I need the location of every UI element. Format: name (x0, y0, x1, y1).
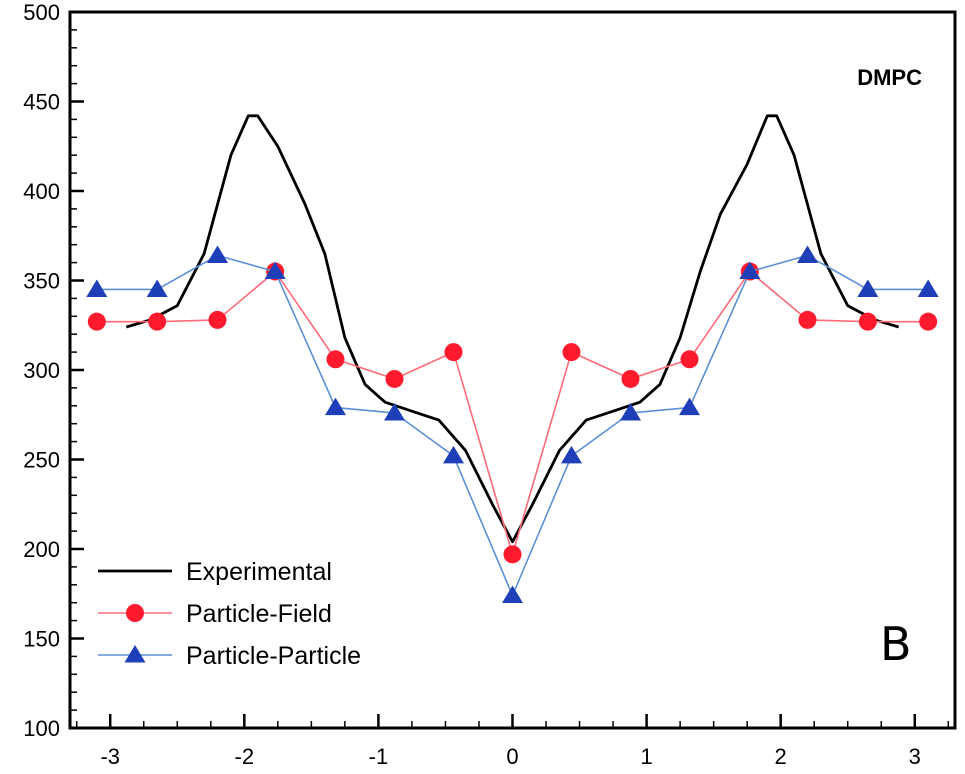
data-point-triangle (739, 261, 761, 280)
data-point-triangle (620, 402, 641, 421)
x-tick-label: 3 (909, 744, 921, 769)
x-tick-label: 0 (506, 744, 518, 769)
data-point-triangle (857, 279, 879, 297)
data-point-triangle (146, 279, 168, 297)
y-tick-label: 400 (23, 179, 60, 204)
y-tick-label: 500 (23, 0, 60, 25)
data-point-triangle (207, 245, 228, 263)
data-point-circle (919, 312, 938, 331)
y-tick-label: 100 (23, 716, 60, 741)
series-particle-particle (86, 245, 939, 604)
data-point-triangle (561, 445, 582, 464)
data-point-circle (148, 312, 167, 331)
series-line (96, 254, 929, 597)
data-point-circle (208, 310, 227, 329)
legend-entry: Particle-Particle (98, 642, 361, 670)
legend-label: Particle-Field (186, 600, 332, 628)
panel-letter: B (880, 617, 912, 671)
data-point-triangle (797, 245, 818, 263)
y-tick-label: 300 (23, 358, 60, 383)
legend-swatch-marker (124, 645, 146, 663)
legend: Experimental Particle-Field Particle-Parti… (98, 558, 361, 670)
series-experimental (125, 114, 900, 544)
plot-area (86, 114, 939, 604)
legend-entry: Experimental (98, 558, 332, 586)
x-tick-label: -3 (100, 744, 120, 769)
data-point-circle (326, 350, 345, 369)
data-point-triangle (325, 397, 346, 416)
data-point-triangle (384, 402, 405, 421)
x-tick-label: -1 (369, 744, 389, 769)
axis-ticks: 100 150 200 250 300 350 400 450 500 -3 -2 -1 0 1 2 3 (23, 0, 950, 769)
data-point-circle (858, 312, 877, 331)
data-point-circle (798, 310, 817, 329)
data-point-triangle (917, 279, 939, 297)
legend-swatch-marker (126, 604, 144, 622)
data-point-triangle (86, 279, 108, 297)
x-tick-label: 1 (640, 744, 652, 769)
data-point-triangle (264, 261, 286, 280)
y-tick-label: 450 (23, 90, 60, 115)
y-tick-label: 150 (23, 627, 60, 652)
data-point-circle (680, 350, 699, 369)
y-tick-label: 250 (23, 448, 60, 473)
legend-label: Experimental (186, 558, 332, 586)
data-point-circle (87, 312, 106, 331)
series-line (125, 114, 900, 544)
data-point-circle (385, 369, 404, 388)
y-tick-label: 350 (23, 269, 60, 294)
data-point-circle (503, 545, 522, 564)
y-tick-label: 200 (23, 537, 60, 562)
data-point-triangle (502, 585, 523, 604)
data-point-circle (562, 343, 581, 362)
data-point-circle (621, 369, 640, 388)
legend-entry: Particle-Field (98, 600, 332, 628)
x-tick-label: -2 (235, 744, 255, 769)
data-point-triangle (679, 397, 700, 416)
x-tick-label: 2 (775, 744, 787, 769)
data-point-circle (444, 343, 463, 362)
series-particle-field (87, 262, 938, 564)
panel-label: DMPC (857, 65, 922, 90)
data-point-triangle (443, 445, 464, 464)
legend-label: Particle-Particle (186, 642, 361, 670)
